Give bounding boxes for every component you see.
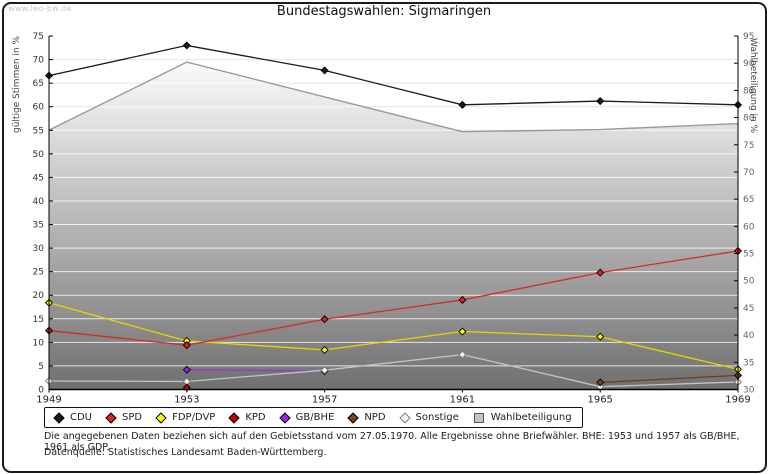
x-tick-label: 1965	[587, 395, 612, 406]
legend-label-npd: NPD	[364, 412, 386, 423]
left-tick-label: 30	[33, 244, 45, 254]
chart-canvas: 0 5 10 15 20 25 30 35 40 45 50 55 60 65 70 75 30 35 40 45 50…	[12, 32, 758, 406]
legend-item-wahlbeteiligung: Wahlbeteiligung	[473, 412, 572, 423]
left-tick-label: 70	[33, 56, 45, 66]
footnote: Die angegebenen Daten beziehen sich auf …	[44, 431, 740, 453]
x-tick-label: 1957	[312, 395, 337, 406]
data-point-cdu-1957	[320, 66, 329, 75]
right-tick-label: 75	[743, 141, 754, 151]
data-point-fdpdvp-1961	[458, 327, 467, 336]
legend: CDU SPD FDP/DVP KPD GB/BHE NPD Sonstige …	[44, 407, 583, 428]
right-tick-label: 65	[743, 195, 754, 205]
fdp-diamond-icon	[155, 411, 167, 424]
legend-item-gbbhe: GB/BHE	[278, 411, 335, 424]
right-tick-label: 95	[743, 32, 754, 42]
legend-item-sonstige: Sonstige	[398, 411, 459, 424]
data-point-cdu-1965	[596, 97, 605, 106]
right-tick-label: 50	[743, 277, 755, 287]
data-point-sonstige-1961	[458, 350, 467, 359]
right-axis-title: Wahlbeteiligung in %	[748, 38, 758, 134]
left-tick-label: 10	[33, 338, 45, 348]
x-tick-label: 1953	[174, 395, 199, 406]
series-line-cdu	[48, 44, 739, 106]
legend-label-sonstige: Sonstige	[415, 412, 459, 423]
left-tick-label: 25	[33, 268, 44, 278]
source-note: Datenquelle: Statistisches Landesamt Bad…	[44, 447, 327, 458]
left-tick-label: 60	[33, 103, 45, 113]
right-tick-label: 30	[743, 386, 755, 396]
left-tick-label: 50	[33, 150, 45, 160]
data-point-spd-1957	[320, 315, 329, 324]
watermark: www.leo-bw.de	[8, 4, 72, 13]
legend-label-spd: SPD	[122, 412, 143, 423]
kpd-diamond-icon	[228, 411, 241, 424]
right-tick-label: 40	[743, 331, 755, 341]
data-point-spd-1953	[182, 341, 191, 350]
legend-label-fdp: FDP/DVP	[172, 412, 216, 423]
left-tick-label: 5	[38, 362, 44, 372]
data-point-gbbhe-1953	[182, 365, 191, 374]
left-tick-label: 75	[33, 32, 44, 42]
left-tick-label: 0	[38, 386, 44, 396]
data-point-npd-1965	[596, 378, 605, 387]
legend-label-cdu: CDU	[70, 412, 93, 423]
legend-label-wahlbeteiligung: Wahlbeteiligung	[490, 412, 572, 423]
legend-item-kpd: KPD	[228, 411, 266, 424]
cdu-diamond-icon	[53, 411, 65, 424]
data-point-sonstige-1957	[320, 366, 329, 375]
left-tick-label: 35	[33, 221, 44, 231]
left-axis-title: gültige Stimmen in %	[12, 35, 22, 133]
right-tick-label: 35	[743, 358, 754, 368]
left-tick-label: 55	[33, 126, 44, 136]
spd-diamond-icon	[105, 411, 117, 424]
page-title: Bundestagswahlen: Sigmaringen	[276, 4, 492, 19]
x-tick-label: 1961	[450, 395, 475, 406]
series-line-sonstige	[48, 353, 739, 388]
data-point-cdu-1961	[458, 100, 467, 109]
right-tick-label: 85	[743, 86, 754, 96]
legend-item-fdp: FDP/DVP	[155, 411, 216, 424]
series-line-npd	[600, 374, 739, 384]
right-tick-label: 90	[743, 59, 755, 69]
turnout-line	[48, 61, 739, 133]
x-tick-label: 1949	[36, 395, 61, 406]
data-point-spd-1961	[458, 295, 467, 304]
gbbhe-diamond-icon	[278, 411, 291, 424]
left-tick-label: 15	[33, 315, 44, 325]
left-tick-label: 40	[33, 197, 45, 207]
series-line-spd	[48, 250, 739, 346]
legend-label-kpd: KPD	[245, 412, 266, 423]
left-tick-label: 45	[33, 173, 44, 183]
series-line-fdpdvp	[48, 302, 739, 370]
npd-diamond-icon	[347, 411, 359, 424]
data-point-spd-1965	[596, 268, 605, 277]
series-line-gbbhe	[186, 369, 325, 372]
right-tick-label: 80	[743, 114, 755, 124]
turnout-square-icon	[473, 412, 484, 423]
right-tick-label: 60	[743, 222, 755, 232]
left-tick-label: 65	[33, 79, 44, 89]
right-tick-label: 55	[743, 250, 754, 260]
data-point-cdu-1953	[182, 41, 191, 50]
sonstige-diamond-icon	[398, 411, 411, 424]
legend-item-npd: NPD	[347, 411, 386, 424]
right-tick-label: 45	[743, 304, 754, 314]
legend-label-gbbhe: GB/BHE	[295, 412, 335, 423]
legend-item-spd: SPD	[105, 411, 143, 424]
data-point-fdpdvp-1965	[596, 332, 605, 341]
x-tick-label: 1969	[725, 395, 750, 406]
data-point-fdpdvp-1957	[320, 345, 329, 354]
right-tick-label: 70	[743, 168, 755, 178]
left-tick-label: 20	[33, 291, 45, 301]
turnout-area	[49, 62, 738, 390]
legend-item-cdu: CDU	[53, 411, 93, 424]
